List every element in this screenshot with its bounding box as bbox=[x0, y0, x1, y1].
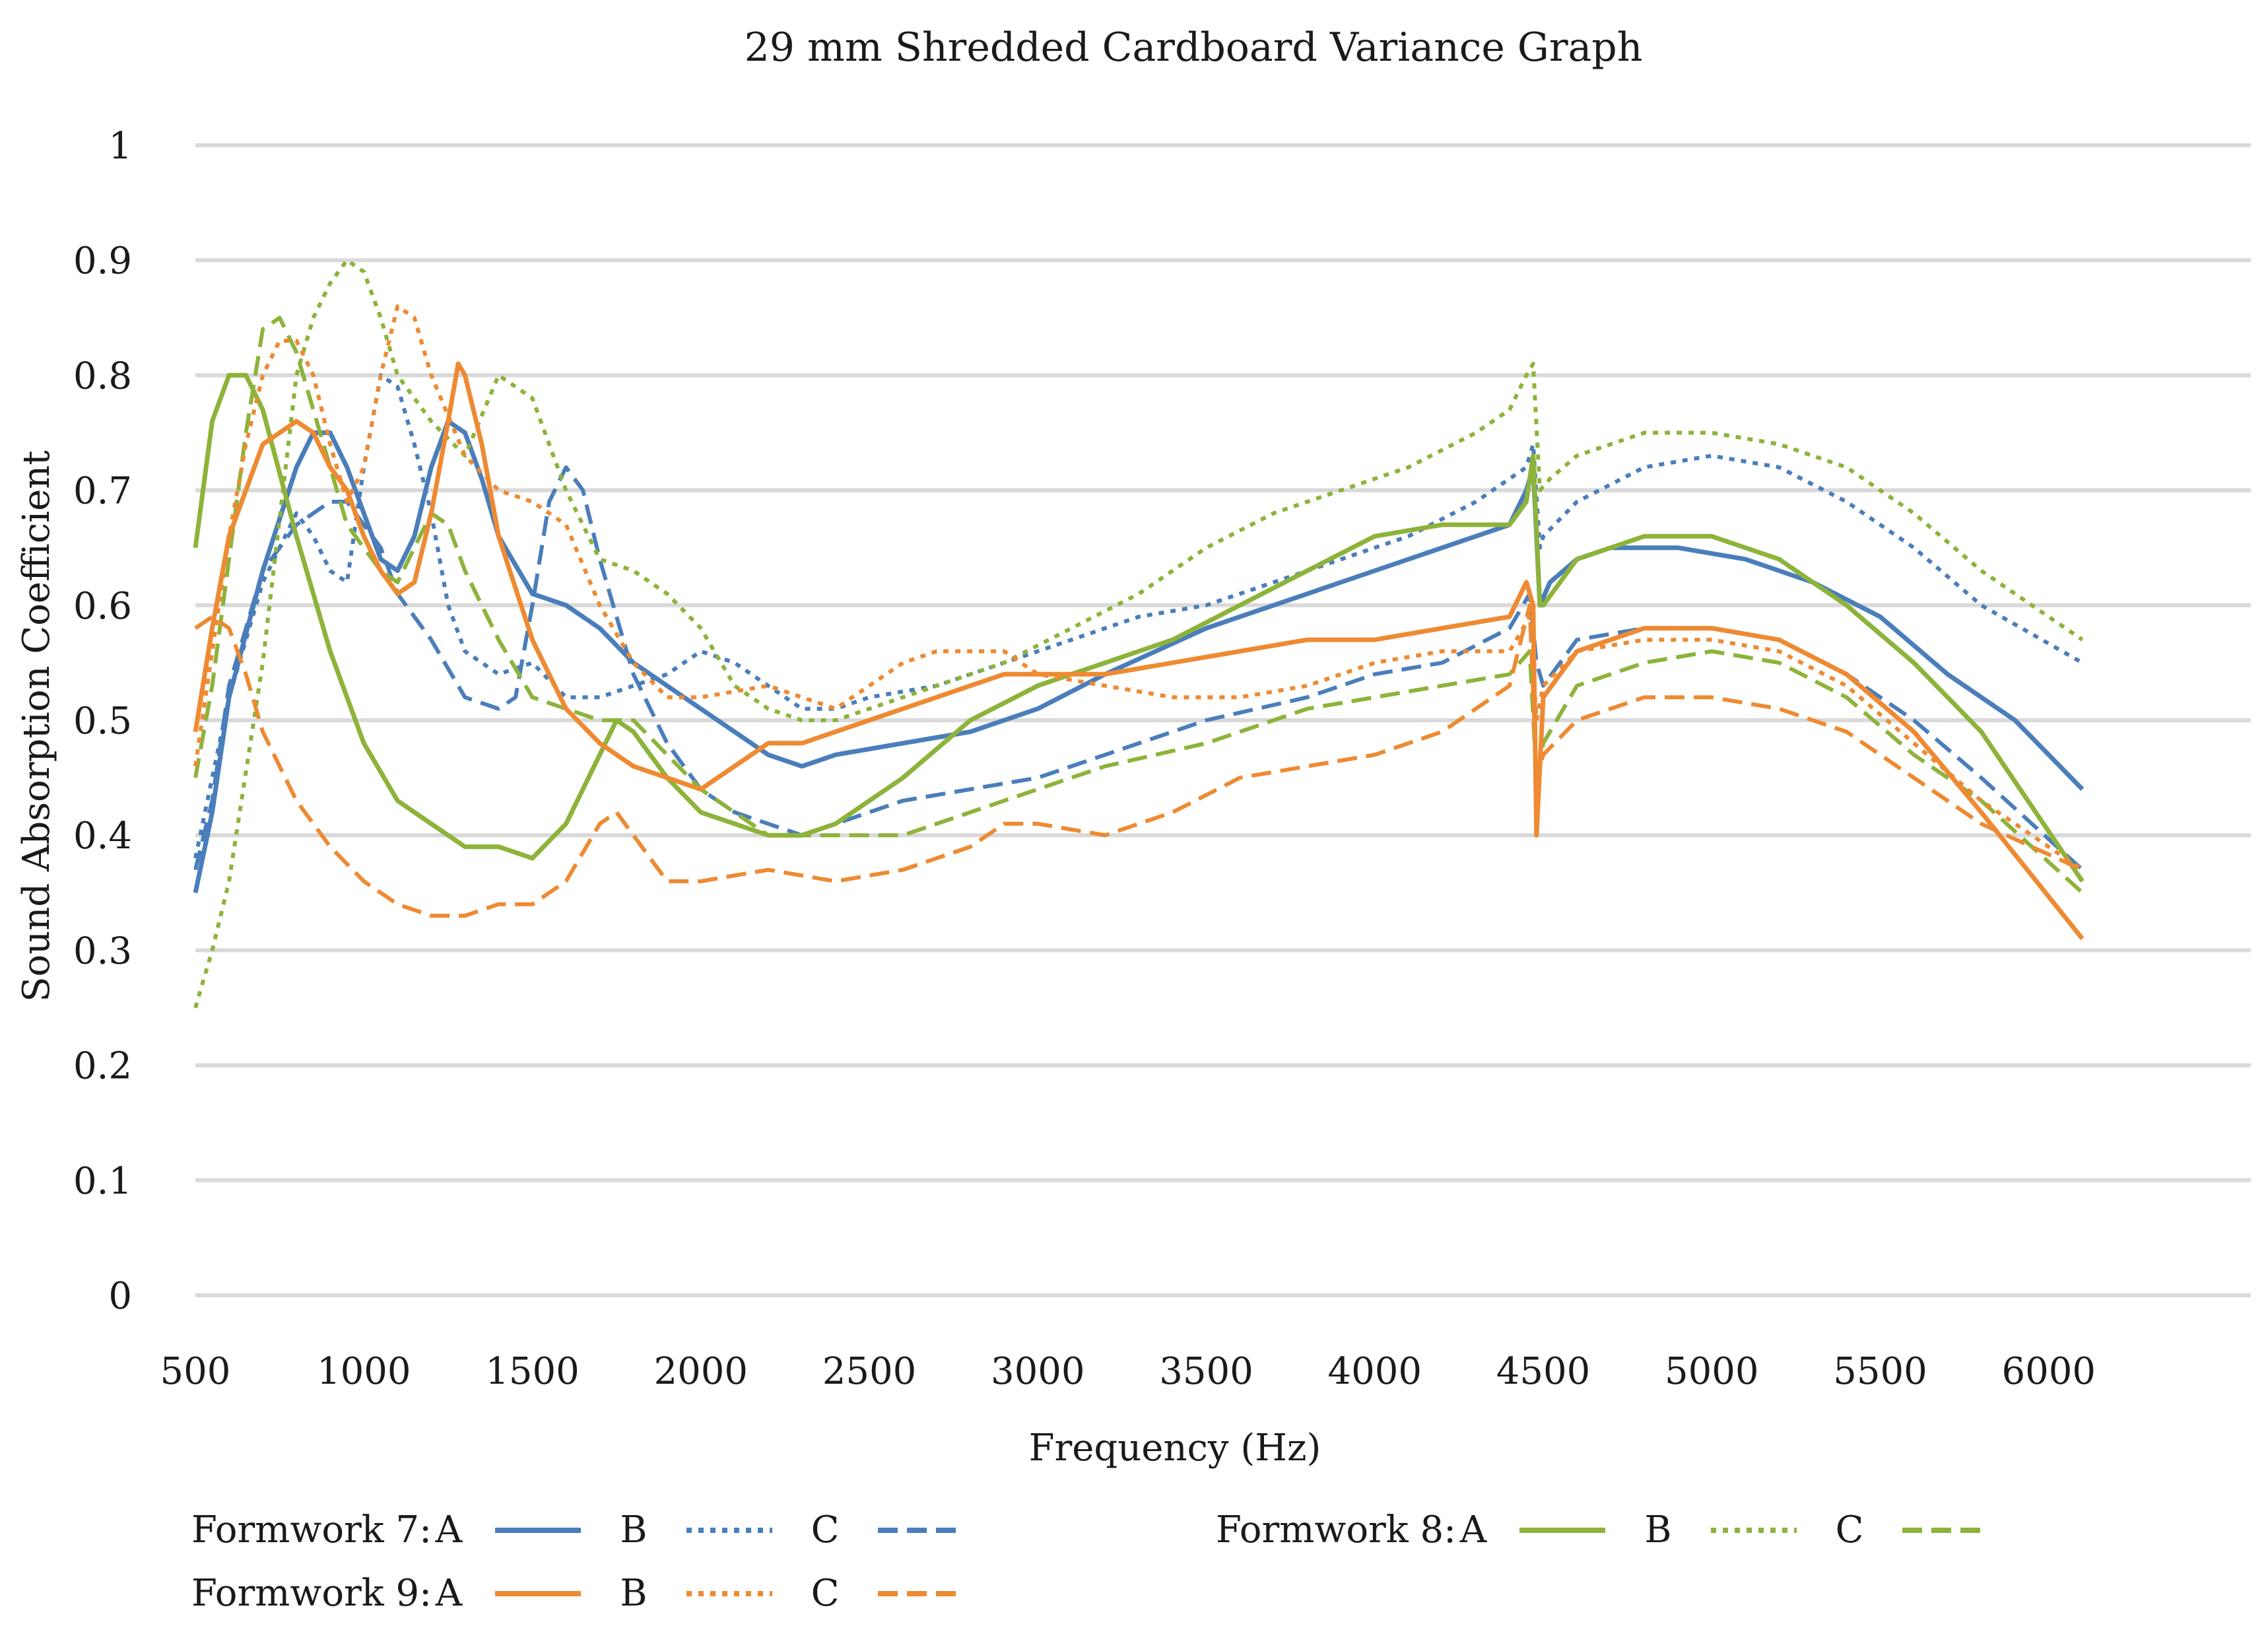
legend-entry-label: A bbox=[435, 1509, 463, 1551]
x-tick-label: 5000 bbox=[1665, 1350, 1759, 1393]
x-tick-label: 5500 bbox=[1833, 1350, 1927, 1393]
series-line-formwork-9-b bbox=[193, 304, 2084, 871]
gridlines bbox=[195, 143, 2251, 1297]
legend-group: Formwork 8: A B C bbox=[1216, 1509, 1988, 1551]
x-tick-label: 2500 bbox=[822, 1350, 917, 1393]
legend-entry-label: C bbox=[811, 1509, 840, 1551]
chart-title: 29 mm Shredded Cardboard Variance Graph bbox=[745, 24, 1643, 71]
legend-entry-label: A bbox=[435, 1572, 463, 1615]
legend-group: Formwork 7: A B C bbox=[191, 1509, 964, 1551]
x-tick-label: 1000 bbox=[317, 1350, 411, 1393]
x-axis-label: Frequency (Hz) bbox=[1029, 1427, 1321, 1470]
x-tick-label: 3000 bbox=[991, 1350, 1085, 1393]
legend-group-label: Formwork 7: bbox=[191, 1509, 432, 1551]
y-tick-label: 0.2 bbox=[73, 1045, 132, 1088]
series-line-formwork-8-a bbox=[193, 372, 2085, 883]
series-line-formwork-9-c bbox=[194, 603, 2084, 918]
y-tick-label: 0.3 bbox=[73, 930, 132, 972]
y-tick-label: 0.9 bbox=[73, 240, 132, 283]
legend-entry-label: C bbox=[811, 1572, 840, 1615]
x-tick-label: 6000 bbox=[2001, 1350, 2096, 1393]
x-tick-label: 3500 bbox=[1159, 1350, 1253, 1393]
y-tick-label: 0.6 bbox=[73, 585, 132, 628]
series-lines bbox=[193, 258, 2085, 1009]
y-tick-label: 0.1 bbox=[73, 1160, 132, 1203]
legend-group-label: Formwork 8: bbox=[1216, 1509, 1456, 1551]
y-tick-label: 0.8 bbox=[73, 355, 132, 397]
x-tick-label: 4000 bbox=[1327, 1350, 1422, 1393]
legend-entry-label: B bbox=[1644, 1509, 1671, 1551]
y-tick-label: 0 bbox=[108, 1275, 132, 1318]
x-tick-label: 4500 bbox=[1496, 1350, 1591, 1393]
y-axis-ticks: 0 0.1 0.2 0.3 0.4 0.5 0.6 0.7 0.8 0.9 1 bbox=[73, 125, 132, 1318]
legend-group: Formwork 9: A B C bbox=[191, 1572, 964, 1615]
y-axis-label: Sound Absorption Coefficient bbox=[15, 450, 58, 1002]
y-tick-label: 0.7 bbox=[73, 470, 132, 513]
y-tick-label: 0.5 bbox=[73, 700, 132, 743]
legend-entry-label: B bbox=[620, 1572, 647, 1615]
legend-entry-label: C bbox=[1836, 1509, 1864, 1551]
x-axis-ticks: 500 1000 1500 2000 2500 3000 3500 4000 4500 5000 5… bbox=[160, 1350, 2096, 1393]
legend-entry-label: A bbox=[1459, 1509, 1487, 1551]
series-line-formwork-8-b bbox=[193, 258, 2084, 1009]
legend-group-label: Formwork 9: bbox=[191, 1572, 432, 1615]
series-line-formwork-7-b bbox=[193, 373, 2084, 859]
x-tick-label: 2000 bbox=[653, 1350, 748, 1393]
x-tick-label: 1500 bbox=[485, 1350, 580, 1393]
y-tick-label: 1 bbox=[108, 125, 132, 168]
x-tick-label: 500 bbox=[160, 1350, 231, 1393]
series-line-formwork-9-a bbox=[193, 361, 2085, 941]
legend-entry-label: B bbox=[620, 1509, 647, 1551]
y-tick-label: 0.4 bbox=[73, 815, 132, 858]
